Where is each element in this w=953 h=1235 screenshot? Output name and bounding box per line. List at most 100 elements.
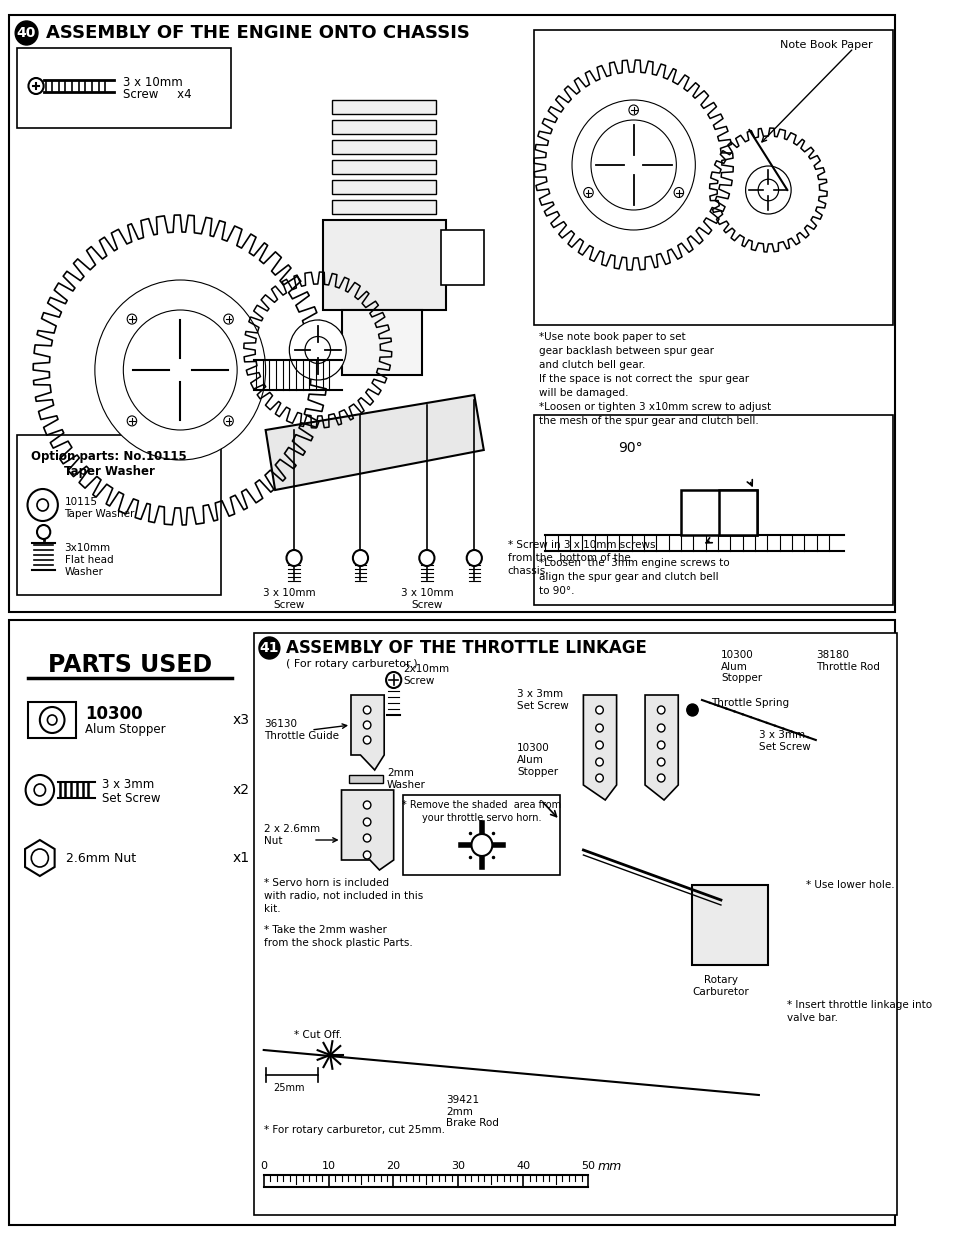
Circle shape <box>15 21 38 44</box>
Text: 3x10mm: 3x10mm <box>65 543 111 553</box>
Circle shape <box>657 706 664 714</box>
Bar <box>332 140 436 154</box>
Text: 3 x 3mm: 3 x 3mm <box>102 778 154 792</box>
Text: * Insert throttle linkage into
valve bar.: * Insert throttle linkage into valve bar… <box>786 1000 931 1024</box>
Text: *Use note book paper to set
gear backlash between spur gear
and clutch bell gear: *Use note book paper to set gear backlas… <box>538 332 770 426</box>
Circle shape <box>28 489 58 521</box>
Circle shape <box>29 78 44 94</box>
Text: Screw     x4: Screw x4 <box>123 89 192 101</box>
Circle shape <box>745 165 790 214</box>
Text: 40: 40 <box>17 26 36 40</box>
Bar <box>29 701 76 739</box>
Text: 2 x 2.6mm
Nut: 2 x 2.6mm Nut <box>263 824 319 846</box>
Circle shape <box>363 834 371 842</box>
Circle shape <box>363 851 371 860</box>
Circle shape <box>363 721 371 729</box>
Circle shape <box>657 758 664 766</box>
Circle shape <box>386 672 401 688</box>
Bar <box>534 30 892 325</box>
Text: 36130
Throttle Guide: 36130 Throttle Guide <box>263 719 338 741</box>
Bar <box>332 100 436 114</box>
Text: Washer: Washer <box>65 567 103 577</box>
Circle shape <box>363 802 371 809</box>
Text: 30: 30 <box>451 1161 465 1171</box>
Circle shape <box>419 550 434 566</box>
Bar <box>692 885 767 965</box>
Bar <box>440 230 483 285</box>
Circle shape <box>657 774 664 782</box>
Text: PARTS USED: PARTS USED <box>48 653 212 677</box>
Circle shape <box>305 336 331 363</box>
Circle shape <box>583 188 593 198</box>
Circle shape <box>595 706 602 714</box>
Text: ASSEMBLY OF THE THROTTLE LINKAGE: ASSEMBLY OF THE THROTTLE LINKAGE <box>286 638 647 657</box>
Circle shape <box>572 100 695 230</box>
Text: 41: 41 <box>259 641 279 655</box>
Circle shape <box>466 550 481 566</box>
Circle shape <box>595 741 602 748</box>
Text: 38180
Throttle Rod: 38180 Throttle Rod <box>815 650 879 672</box>
Circle shape <box>224 314 233 324</box>
Circle shape <box>595 724 602 732</box>
Circle shape <box>628 105 638 115</box>
Text: 2mm
Washer: 2mm Washer <box>387 768 425 790</box>
Bar <box>332 161 436 174</box>
Bar <box>332 180 436 194</box>
Circle shape <box>593 124 673 207</box>
Circle shape <box>34 784 46 797</box>
Circle shape <box>363 818 371 826</box>
Text: x3: x3 <box>233 713 249 727</box>
Text: 39421
2mm
Brake Rod: 39421 2mm Brake Rod <box>445 1095 498 1129</box>
Text: * Remove the shaded  area from
your throttle servo horn.: * Remove the shaded area from your throt… <box>402 800 561 824</box>
Text: ( For rotary carburetor.): ( For rotary carburetor.) <box>286 659 417 669</box>
Bar <box>349 776 383 783</box>
Circle shape <box>289 320 346 380</box>
Circle shape <box>286 550 301 566</box>
Circle shape <box>224 416 233 426</box>
Text: x1: x1 <box>233 851 250 864</box>
Text: 10: 10 <box>321 1161 335 1171</box>
Text: 2.6mm Nut: 2.6mm Nut <box>67 851 136 864</box>
Bar <box>534 415 892 605</box>
Polygon shape <box>644 695 678 800</box>
Circle shape <box>48 715 57 725</box>
Circle shape <box>674 188 683 198</box>
Text: * Servo horn is included
with radio, not included in this
kit.: * Servo horn is included with radio, not… <box>263 878 422 914</box>
Circle shape <box>363 706 371 714</box>
Text: 90°: 90° <box>618 441 642 454</box>
Polygon shape <box>583 695 616 800</box>
Text: Alum Stopper: Alum Stopper <box>85 724 166 736</box>
Text: 3 x 3mm
Set Screw: 3 x 3mm Set Screw <box>517 689 568 711</box>
Bar <box>680 490 756 535</box>
Text: ASSEMBLY OF THE ENGINE ONTO CHASSIS: ASSEMBLY OF THE ENGINE ONTO CHASSIS <box>46 23 469 42</box>
Text: Rotary
Carburetor: Rotary Carburetor <box>692 974 748 997</box>
Text: * Screw in 3 x 10mm screws
from the  bottom of the
chassis.: * Screw in 3 x 10mm screws from the bott… <box>507 540 655 577</box>
Circle shape <box>128 315 233 425</box>
Circle shape <box>37 499 49 511</box>
Bar <box>341 310 421 375</box>
Bar <box>17 435 221 595</box>
Circle shape <box>37 525 51 538</box>
Text: * Take the 2mm washer
from the shock plastic Parts.: * Take the 2mm washer from the shock pla… <box>263 925 412 948</box>
Circle shape <box>40 706 65 734</box>
Circle shape <box>590 120 676 210</box>
Text: 0: 0 <box>260 1161 267 1171</box>
Circle shape <box>615 146 651 184</box>
Circle shape <box>657 741 664 748</box>
Text: Set Screw: Set Screw <box>102 792 161 804</box>
Text: 10300
Alum
Stopper: 10300 Alum Stopper <box>720 650 761 683</box>
Text: *Loosen  the  3mm engine screws to
align the spur gear and clutch bell
to 90°.: *Loosen the 3mm engine screws to align t… <box>538 558 729 597</box>
Bar <box>332 200 436 214</box>
Bar <box>719 490 756 535</box>
Text: 10115: 10115 <box>65 496 97 508</box>
Polygon shape <box>351 695 384 769</box>
Text: Throttle Spring: Throttle Spring <box>711 698 789 708</box>
Circle shape <box>363 736 371 743</box>
Bar <box>10 15 895 613</box>
Text: 25mm: 25mm <box>274 1083 305 1093</box>
Text: 50: 50 <box>580 1161 595 1171</box>
Bar <box>17 48 231 128</box>
Text: * Use lower hole.: * Use lower hole. <box>805 881 894 890</box>
Text: 3 x 10mm
Screw: 3 x 10mm Screw <box>400 588 453 610</box>
Bar <box>322 220 445 310</box>
